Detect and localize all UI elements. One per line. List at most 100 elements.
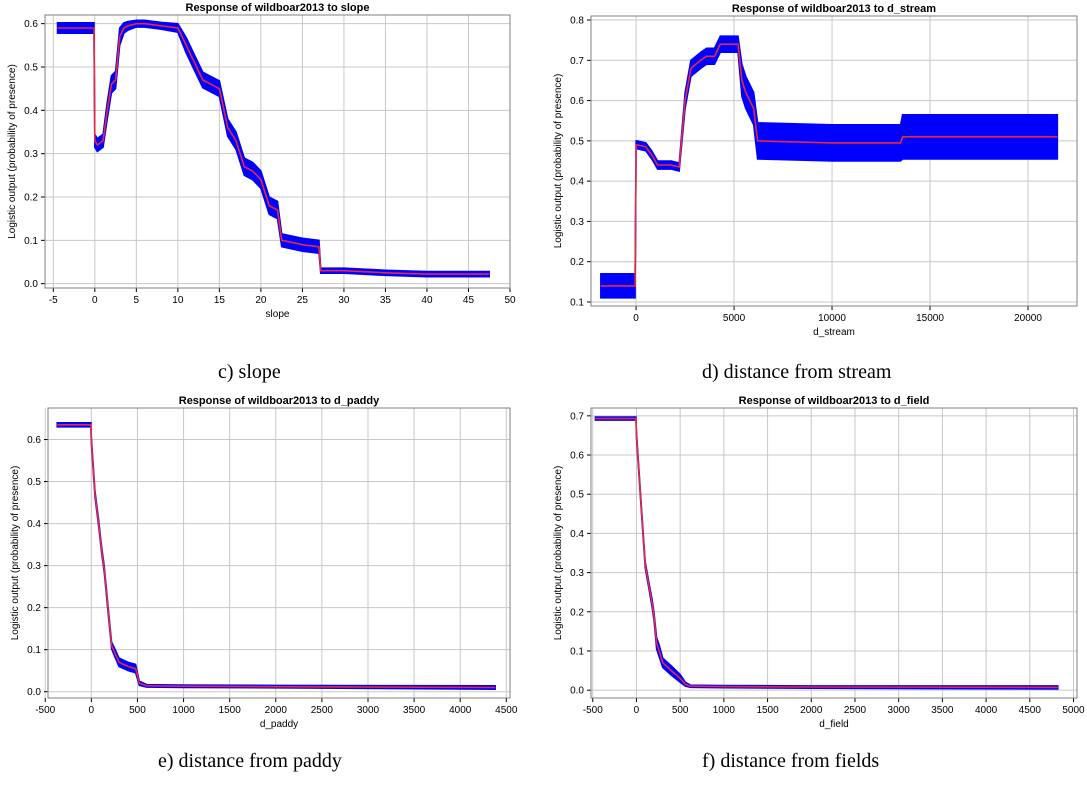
- y-tick-label: 0.5: [27, 477, 41, 488]
- chart-panel-d-field: Response of wildboar2013 to d_field -500 0…: [543, 392, 1087, 785]
- y-tick-label: 0.5: [570, 490, 584, 501]
- x-tick-label: 15: [214, 295, 226, 306]
- plot-frame: [47, 407, 511, 699]
- y-tick-label: 0.1: [570, 646, 584, 657]
- x-tick-label: 3000: [888, 705, 911, 716]
- x-axis-label: d_stream: [813, 327, 855, 338]
- x-tick-label: 3500: [403, 705, 426, 716]
- confidence-band: [56, 19, 490, 278]
- chart-title: Response of wildboar2013 to d_paddy: [179, 395, 380, 407]
- y-axis-label: Logistic output (probability of presence…: [553, 466, 564, 641]
- chart-panel-d-paddy: Response of wildboar2013 to d_paddy -500 0…: [0, 392, 543, 785]
- x-tick-label: 2500: [844, 705, 867, 716]
- y-tick-label: 0.4: [570, 529, 584, 540]
- x-tick-label: 4000: [449, 705, 472, 716]
- x-tick-label: -500: [35, 705, 55, 716]
- y-tick-label: 0.3: [27, 561, 41, 572]
- y-axis-label: Logistic output (probability of presence…: [10, 466, 21, 641]
- x-tick-label: -500: [583, 705, 603, 716]
- y-tick-label: 0.6: [24, 19, 38, 30]
- x-tick-label: 5000: [723, 313, 746, 324]
- y-tick-label: 0.4: [24, 106, 38, 117]
- caption-d-field: f) distance from fields: [702, 750, 880, 772]
- y-tick-label: 0.8: [570, 16, 584, 27]
- x-tick-label: 50: [504, 295, 516, 306]
- x-tick-label: 1500: [756, 705, 779, 716]
- y-tick-label: 0.6: [570, 96, 584, 107]
- x-tick-label: 45: [463, 295, 475, 306]
- plot-area: [591, 408, 1077, 698]
- y-axis-label: Logistic output (probability of presence…: [7, 64, 18, 239]
- y-tick-label: 0.2: [27, 603, 41, 614]
- x-tick-label: 1000: [172, 705, 195, 716]
- x-tick-label: 5000: [1062, 705, 1085, 716]
- x-tick-label: 0: [89, 705, 95, 716]
- y-tick-label: 0.3: [24, 149, 38, 160]
- x-tick-label: 500: [672, 705, 689, 716]
- y-tick-label: 0.0: [27, 687, 41, 698]
- x-axis-label: slope: [266, 309, 290, 320]
- y-tick-label: 0.4: [27, 519, 41, 530]
- plot-frame: [44, 14, 511, 289]
- chart-title: Response of wildboar2013 to d_stream: [732, 3, 936, 15]
- chart-d-paddy: Response of wildboar2013 to d_paddy -500 0…: [10, 395, 518, 730]
- x-tick-label: 2000: [265, 705, 288, 716]
- y-tick-label: 0.1: [27, 645, 41, 656]
- y-tick-label: 0.5: [24, 63, 38, 74]
- caption-d-stream: d) distance from stream: [702, 361, 892, 383]
- y-tick-label: 0.2: [24, 193, 38, 204]
- x-tick-label: 1000: [713, 705, 736, 716]
- x-tick-label: 25: [297, 295, 309, 306]
- chart-slope: Response of wildboar2013 to slope -5 0 5 10 1…: [7, 2, 516, 320]
- series-line: [57, 22, 490, 275]
- x-tick-label: 0: [634, 705, 640, 716]
- chart-panel-slope: Response of wildboar2013 to slope -5 0 5 10 1…: [0, 0, 543, 392]
- y-tick-label: 0.1: [570, 297, 584, 308]
- caption-d-paddy: e) distance from paddy: [158, 750, 342, 772]
- y-axis-label: Logistic output (probability of presence…: [553, 74, 564, 249]
- x-tick-label: 20: [255, 295, 267, 306]
- chart-title: Response of wildboar2013 to d_field: [739, 395, 930, 407]
- x-tick-label: 2000: [800, 705, 823, 716]
- x-tick-label: 500: [129, 705, 146, 716]
- plot-area: [45, 15, 510, 288]
- x-tick-label: 4500: [495, 705, 518, 716]
- x-tick-label: 20000: [1014, 313, 1042, 324]
- y-tick-label: 0.1: [24, 236, 38, 247]
- x-tick-label: 4500: [1019, 705, 1042, 716]
- y-tick-label: 0.6: [27, 435, 41, 446]
- y-tick-label: 0.2: [570, 257, 584, 268]
- y-tick-label: 0.7: [570, 56, 584, 67]
- chart-panel-d-stream: Response of wildboar2013 to d_stream 0 500…: [543, 0, 1087, 392]
- y-tick-label: 0.0: [24, 279, 38, 290]
- x-tick-label: 10: [172, 295, 184, 306]
- y-tick-label: 0.3: [570, 568, 584, 579]
- chart-d-field: Response of wildboar2013 to d_field -500 0…: [553, 395, 1085, 730]
- x-tick-label: 3500: [931, 705, 954, 716]
- chart-title: Response of wildboar2013 to slope: [186, 2, 370, 14]
- y-tick-label: 0.5: [570, 136, 584, 147]
- y-tick-label: 0.7: [570, 411, 584, 422]
- x-tick-label: 40: [421, 295, 433, 306]
- y-tick-label: 0.0: [570, 686, 584, 697]
- x-tick-label: 4000: [975, 705, 998, 716]
- x-tick-label: 30: [338, 295, 350, 306]
- y-tick-label: 0.2: [570, 607, 584, 618]
- x-tick-label: -5: [49, 295, 58, 306]
- x-tick-label: 0: [92, 295, 98, 306]
- caption-slope: c) slope: [218, 361, 281, 383]
- y-tick-label: 0.6: [570, 451, 584, 462]
- series-line: [57, 424, 496, 689]
- plot-frame: [590, 15, 1078, 307]
- y-tick-label: 0.3: [570, 217, 584, 228]
- x-axis-label: d_paddy: [260, 719, 298, 730]
- plot-frame: [590, 407, 1078, 699]
- x-tick-label: 0: [633, 313, 639, 324]
- y-tick-label: 0.4: [570, 177, 584, 188]
- series-line: [600, 43, 1058, 287]
- x-axis-label: d_field: [819, 719, 848, 730]
- x-tick-label: 5: [134, 295, 140, 306]
- x-tick-label: 10000: [818, 313, 846, 324]
- x-tick-label: 2500: [311, 705, 334, 716]
- x-tick-label: 35: [380, 295, 392, 306]
